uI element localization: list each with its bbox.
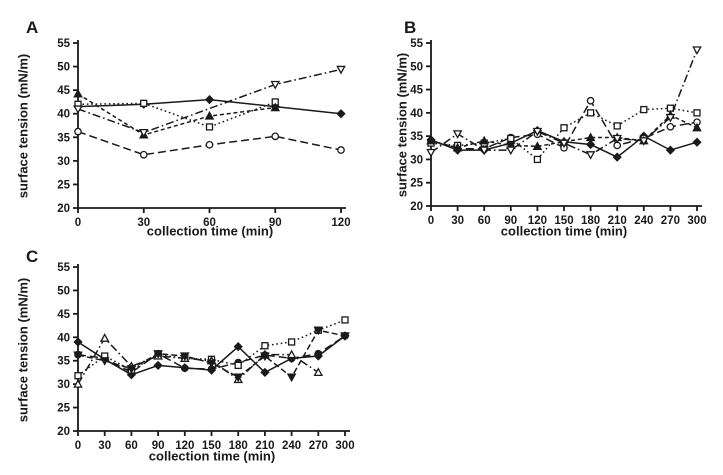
svg-text:25: 25 bbox=[57, 179, 70, 191]
svg-text:120: 120 bbox=[528, 215, 547, 227]
svg-text:30: 30 bbox=[57, 156, 70, 168]
svg-text:40: 40 bbox=[57, 109, 70, 121]
svg-text:120: 120 bbox=[331, 217, 350, 229]
svg-text:45: 45 bbox=[410, 85, 423, 97]
svg-text:210: 210 bbox=[608, 215, 627, 227]
panel-b-y-axis-label: surface tension (mN/m) bbox=[394, 52, 410, 198]
svg-text:0: 0 bbox=[75, 440, 81, 452]
svg-text:35: 35 bbox=[57, 132, 70, 144]
svg-text:30: 30 bbox=[410, 154, 423, 166]
svg-text:180: 180 bbox=[581, 215, 600, 227]
svg-text:60: 60 bbox=[203, 217, 216, 229]
svg-text:35: 35 bbox=[410, 131, 423, 143]
svg-text:120: 120 bbox=[175, 440, 194, 452]
svg-text:30: 30 bbox=[451, 215, 464, 227]
panel-c-x-axis-label: collection time (min) bbox=[148, 448, 276, 464]
svg-text:25: 25 bbox=[57, 403, 70, 415]
svg-text:40: 40 bbox=[57, 332, 70, 344]
panel-a-letter: A bbox=[26, 18, 39, 37]
panel-a-y-axis-label: surface tension (mN/m) bbox=[15, 53, 31, 199]
svg-text:40: 40 bbox=[410, 108, 423, 120]
panel-a-plot: 20 25 30 35 40 45 50 55 0 30 60 90 120 bbox=[57, 38, 350, 229]
svg-text:50: 50 bbox=[410, 61, 423, 73]
svg-text:30: 30 bbox=[57, 379, 70, 391]
panel-c: 20 25 30 35 40 45 50 55 0 30 60 90 120 150 180 210 240 27… bbox=[6, 243, 358, 475]
svg-text:20: 20 bbox=[410, 201, 423, 213]
panel-b-letter: B bbox=[404, 18, 417, 37]
svg-text:30: 30 bbox=[137, 217, 150, 229]
svg-text:35: 35 bbox=[57, 356, 70, 368]
svg-text:300: 300 bbox=[687, 215, 706, 227]
svg-text:240: 240 bbox=[282, 440, 301, 452]
panel-a: 20 25 30 35 40 45 50 55 0 30 60 90 120 A surface ten… bbox=[6, 4, 358, 243]
svg-text:45: 45 bbox=[57, 309, 70, 321]
svg-text:30: 30 bbox=[98, 440, 111, 452]
svg-text:270: 270 bbox=[661, 215, 680, 227]
svg-text:60: 60 bbox=[478, 215, 491, 227]
svg-text:25: 25 bbox=[410, 178, 423, 190]
svg-text:55: 55 bbox=[57, 38, 70, 50]
svg-text:300: 300 bbox=[335, 440, 354, 452]
panel-c-y-axis-label: surface tension (mN/m) bbox=[15, 277, 31, 423]
svg-text:0: 0 bbox=[75, 217, 81, 229]
svg-text:210: 210 bbox=[255, 440, 274, 452]
panel-b: 20 25 30 35 40 45 50 55 0 30 60 90 120 150 180 210 240 27… bbox=[390, 4, 723, 243]
panel-c-plot: 20 25 30 35 40 45 50 55 0 30 60 90 120 150 180 210 240 27… bbox=[57, 262, 354, 452]
panel-a-x-axis-label: collection time (min) bbox=[146, 223, 274, 239]
svg-text:20: 20 bbox=[57, 426, 70, 438]
svg-text:20: 20 bbox=[57, 203, 70, 215]
svg-text:90: 90 bbox=[504, 215, 517, 227]
panel-b-x-axis-label: collection time (min) bbox=[500, 223, 628, 239]
svg-text:45: 45 bbox=[57, 85, 70, 97]
svg-text:0: 0 bbox=[428, 215, 434, 227]
svg-text:90: 90 bbox=[269, 217, 282, 229]
svg-text:150: 150 bbox=[202, 440, 221, 452]
svg-text:150: 150 bbox=[554, 215, 573, 227]
panel-c-letter: C bbox=[26, 247, 39, 266]
svg-text:50: 50 bbox=[57, 285, 70, 297]
svg-text:90: 90 bbox=[152, 440, 165, 452]
svg-text:55: 55 bbox=[410, 38, 423, 50]
svg-text:55: 55 bbox=[57, 262, 70, 274]
svg-text:50: 50 bbox=[57, 62, 70, 74]
panel-b-plot: 20 25 30 35 40 45 50 55 0 30 60 90 120 150 180 210 240 27… bbox=[410, 38, 706, 227]
svg-text:240: 240 bbox=[634, 215, 653, 227]
svg-text:60: 60 bbox=[125, 440, 138, 452]
svg-text:270: 270 bbox=[309, 440, 328, 452]
svg-text:180: 180 bbox=[229, 440, 248, 452]
